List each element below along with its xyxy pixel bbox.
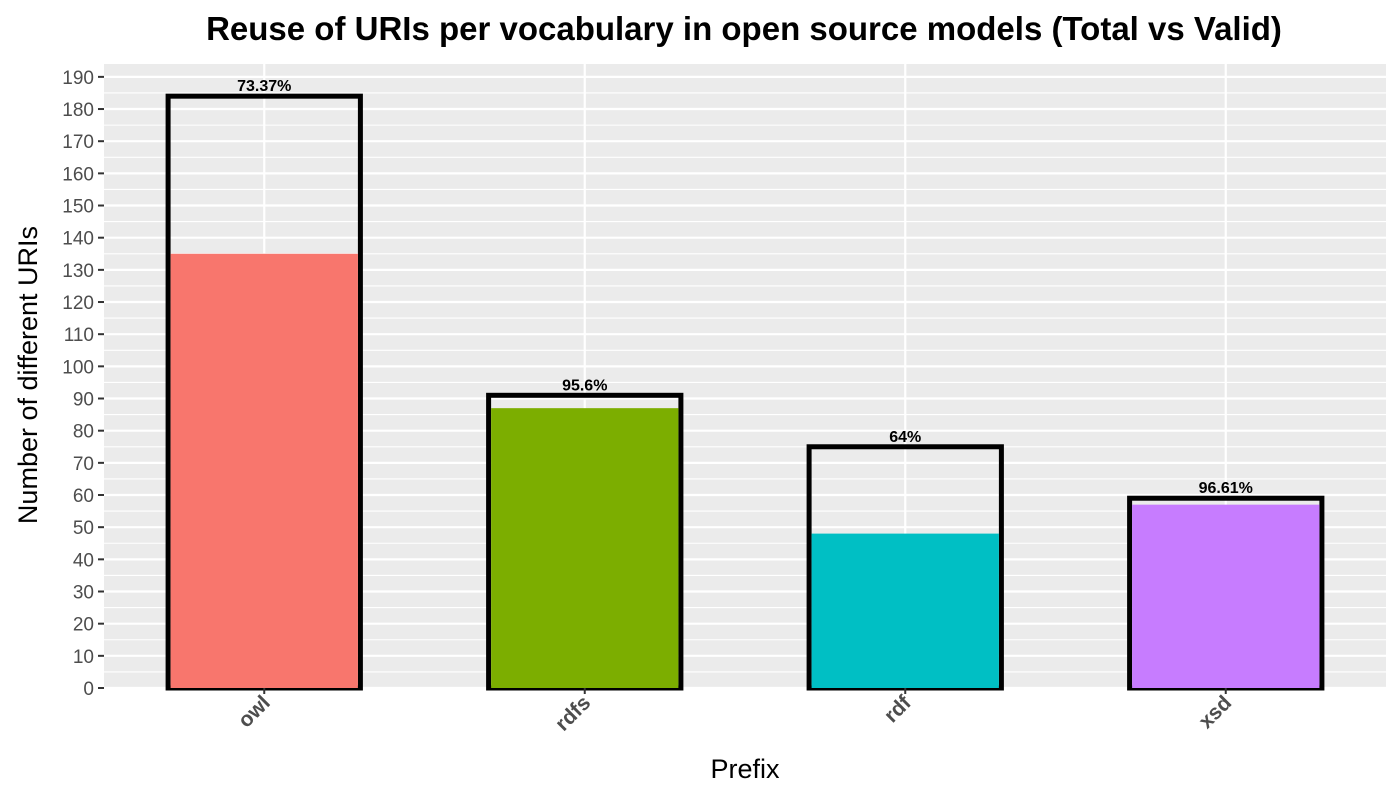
x-tick-label-rdf: rdf — [880, 691, 917, 728]
y-tick-label: 140 — [62, 229, 94, 250]
y-tick-label: 170 — [62, 132, 94, 153]
y-tick-label: 80 — [73, 422, 94, 443]
y-axis: 0 10 20 30 40 50 60 70 80 90 100 110 120 130 140 150 160… — [62, 68, 104, 700]
y-tick-label: 150 — [62, 197, 94, 218]
x-axis: owl rdfs rdf xsd — [234, 688, 1236, 736]
y-tick-label: 30 — [73, 583, 94, 604]
chart-title: Reuse of URIs per vocabulary in open sou… — [206, 10, 1282, 47]
y-tick-label: 100 — [62, 357, 94, 378]
y-tick-label: 160 — [62, 164, 94, 185]
y-tick-label: 120 — [62, 293, 94, 314]
valid-bars — [170, 253, 1320, 688]
y-tick-label: 70 — [73, 454, 94, 475]
valid-bar-xsd — [1132, 504, 1320, 688]
bar-label-owl: 73.37% — [237, 78, 291, 95]
y-tick-label: 190 — [62, 68, 94, 89]
bar-labels: 73.37% 95.6% 64% 96.61% — [237, 78, 1253, 497]
bar-label-rdfs: 95.6% — [562, 377, 607, 394]
y-axis-title: Number of different URIs — [13, 226, 43, 524]
x-axis-title: Prefix — [710, 754, 780, 784]
y-tick-label: 50 — [73, 518, 94, 539]
y-tick-label: 60 — [73, 486, 94, 507]
y-tick-label: 20 — [73, 615, 94, 636]
y-tick-label: 40 — [73, 550, 94, 571]
y-tick-label: 0 — [83, 679, 94, 700]
x-tick-label-rdfs: rdfs — [551, 691, 595, 735]
bar-label-xsd: 96.61% — [1199, 480, 1253, 497]
x-tick-label-owl: owl — [234, 691, 275, 732]
total-bars — [165, 93, 1325, 691]
y-tick-label: 90 — [73, 390, 94, 411]
valid-bar-rdfs — [491, 408, 679, 688]
y-tick-label: 110 — [64, 325, 94, 346]
valid-bar-rdf — [811, 533, 999, 688]
y-tick-label: 130 — [62, 261, 94, 282]
bar-label-rdf: 64% — [889, 429, 921, 446]
valid-bar-owl — [170, 253, 358, 688]
y-tick-label: 180 — [62, 100, 94, 121]
x-tick-label-xsd: xsd — [1194, 691, 1236, 733]
y-tick-label: 10 — [73, 647, 94, 668]
